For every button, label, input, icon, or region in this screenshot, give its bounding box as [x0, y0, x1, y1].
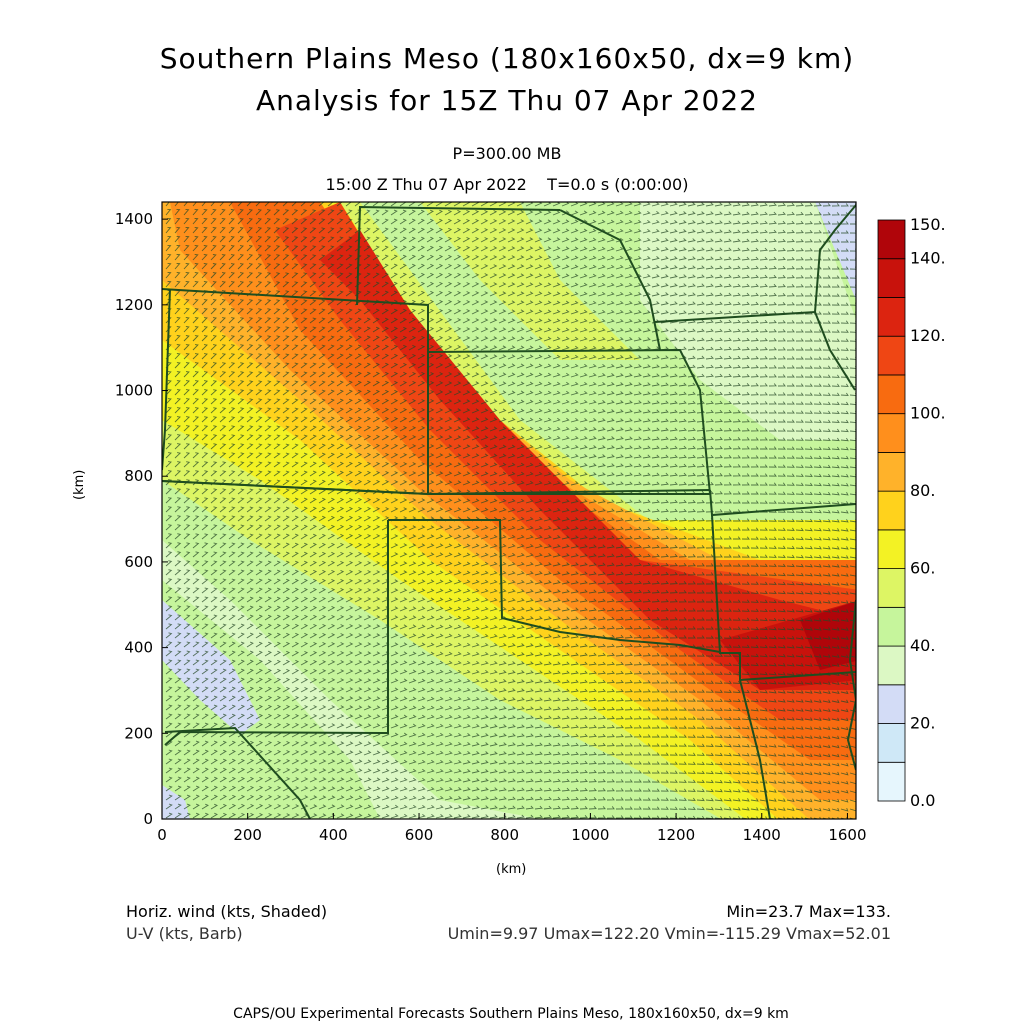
y-tick-label: 1200 [115, 296, 153, 314]
colorbar-swatch [877, 451, 906, 492]
colorbar [877, 219, 906, 802]
y-tick-label: 200 [124, 724, 153, 742]
plot-frame [161, 201, 857, 820]
x-tick-label: 400 [319, 826, 348, 844]
colorbar-swatch [877, 684, 906, 724]
barb-legend-text: U-V (kts, Barb) [126, 924, 243, 943]
colorbar-label: 150. [910, 215, 946, 234]
colorbar-swatch [877, 761, 906, 802]
colorbar-label: 120. [910, 326, 946, 345]
colorbar-label: 80. [910, 481, 935, 500]
min-max-readout: Min=23.7 Max=133. [726, 902, 891, 921]
colorbar-swatch [877, 645, 906, 686]
colorbar-swatch [877, 723, 906, 763]
colorbar-swatch [877, 490, 906, 531]
colorbar-swatch [877, 297, 906, 337]
colorbar-label: 40. [910, 636, 935, 655]
pressure-level-label: P=300.00 MB [452, 144, 562, 163]
y-tick-label: 0 [143, 810, 153, 828]
colorbar-swatch [877, 219, 906, 260]
colorbar-labels: 0.0 20. 40. 60. 80. 100. 120. 140. 150. [910, 215, 946, 810]
x-tick-label: 0 [157, 826, 167, 844]
map-title-line1: Southern Plains Meso (180x160x50, dx=9 k… [159, 42, 855, 75]
credit-line: CAPS/OU Experimental Forecasts Southern … [233, 1006, 789, 1022]
shading-legend-text: Horiz. wind (kts, Shaded) [126, 902, 328, 921]
x-tick-label: 1000 [571, 826, 609, 844]
y-tick-label: 1000 [115, 382, 153, 400]
colorbar-swatch [877, 606, 906, 647]
x-axis-label: (km) [496, 862, 527, 877]
y-tick-label: 1400 [115, 210, 153, 228]
colorbar-label: 0.0 [910, 791, 935, 810]
colorbar-label: 140. [910, 249, 946, 268]
uv-range-readout: Umin=9.97 Umax=122.20 Vmin=-115.29 Vmax=… [447, 924, 891, 943]
x-tick-label: 1600 [828, 826, 866, 844]
x-tick-label: 200 [233, 826, 262, 844]
y-tick-label: 400 [124, 639, 153, 657]
y-tick-label: 800 [124, 467, 153, 485]
x-tick-labels: 0 200 400 600 800 1000 1200 1400 1600 [157, 826, 866, 844]
x-tick-label: 800 [490, 826, 519, 844]
x-tick-label: 1400 [743, 826, 781, 844]
colorbar-swatch [877, 258, 906, 298]
valid-time-label: 15:00 Z Thu 07 Apr 2022 T=0.0 s (0:00:00… [325, 175, 689, 194]
colorbar-swatch [877, 335, 906, 376]
colorbar-swatch [877, 413, 906, 453]
y-tick-label: 600 [124, 553, 153, 571]
axis-ticks [161, 218, 848, 820]
wind-barbs [165, 202, 856, 819]
colorbar-label: 100. [910, 404, 946, 423]
colorbar-swatch [877, 374, 906, 415]
x-tick-label: 600 [405, 826, 434, 844]
map-title-line2: Analysis for 15Z Thu 07 Apr 2022 [256, 84, 758, 117]
y-tick-labels: 0 200 400 600 800 1000 1200 1400 [115, 210, 153, 828]
colorbar-swatch [877, 529, 906, 569]
x-tick-label: 1200 [657, 826, 695, 844]
barb-field [165, 202, 856, 819]
state-borders [162, 204, 856, 819]
colorbar-label: 60. [910, 559, 935, 578]
colorbar-swatch [877, 568, 906, 608]
colorbar-label: 20. [910, 714, 935, 733]
